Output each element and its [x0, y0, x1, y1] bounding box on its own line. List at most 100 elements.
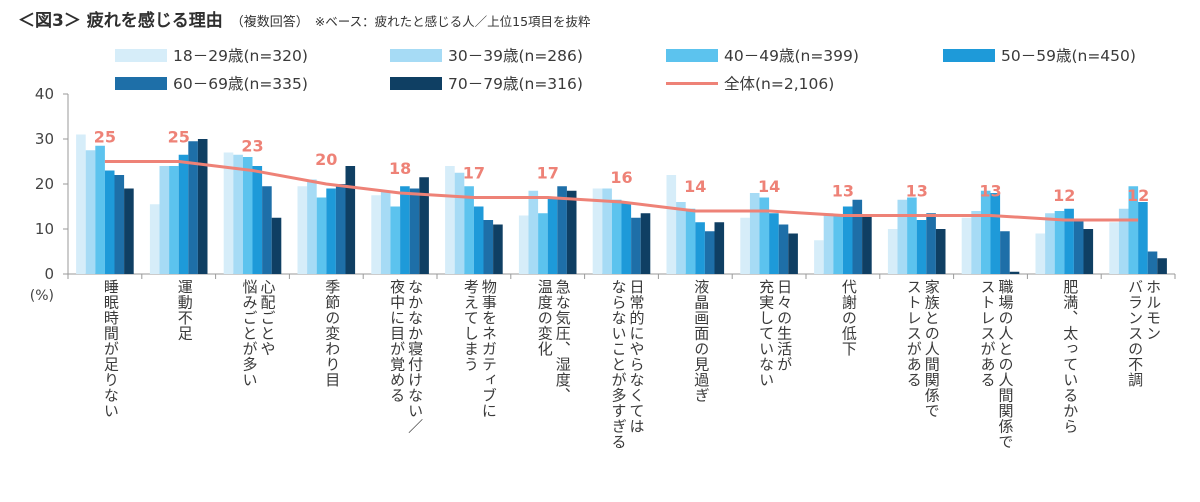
- bar-5: [483, 220, 494, 274]
- bar-5: [1000, 231, 1010, 274]
- x-category-label: 肥満、太っているから: [1061, 279, 1079, 501]
- x-category-label-line: ホルモン: [1144, 279, 1163, 341]
- bar-2: [528, 190, 539, 274]
- bar-6: [640, 213, 651, 274]
- bar-6: [1083, 229, 1094, 274]
- total-data-label: 13: [832, 182, 854, 201]
- bar-6: [493, 224, 503, 274]
- bar-3: [759, 197, 770, 274]
- total-data-label: 12: [1053, 186, 1075, 205]
- bar-4: [990, 193, 1001, 274]
- bar-5: [262, 186, 272, 274]
- x-category-label-line: 日常的にやらなくては: [627, 279, 646, 434]
- total-data-label: 13: [906, 182, 928, 201]
- x-category-label-line: 日々の生活が: [775, 279, 794, 372]
- y-axis-unit: (%): [30, 288, 54, 304]
- total-data-label: 17: [463, 164, 485, 183]
- x-category-label-line: ストレスがある: [978, 279, 997, 388]
- bar-6: [714, 222, 725, 274]
- y-tick-label: 40: [35, 85, 54, 103]
- x-category-label-line: 温度の変化: [535, 279, 554, 357]
- bar-3: [611, 199, 622, 274]
- bar-4: [104, 170, 115, 274]
- bar-2: [897, 199, 908, 274]
- bar-5: [114, 175, 125, 274]
- chart-title: ＜図3＞ 疲れを感じる理由 （複数回答） ※ベース：疲れたと感じる人／上位15項目を…: [18, 6, 591, 31]
- bar-3: [464, 186, 474, 274]
- bar-6: [1157, 258, 1167, 274]
- bar-3: [242, 157, 253, 274]
- bar-3: [95, 145, 105, 274]
- bar-4: [547, 197, 558, 274]
- x-category-label: 職場の人との人間関係で ストレスがある: [979, 279, 1015, 501]
- bar-5: [852, 199, 863, 274]
- bar-4: [400, 186, 410, 274]
- total-data-label: 23: [241, 137, 263, 156]
- y-tick-label: 30: [35, 130, 54, 148]
- bar-1: [740, 217, 750, 274]
- bar-1: [1035, 233, 1046, 274]
- x-category-label-line: 急な気圧、湿度、: [553, 279, 572, 403]
- bar-1: [445, 166, 455, 274]
- bar-4: [1064, 208, 1074, 274]
- x-category-label-line: 悩みごとが多い: [240, 279, 259, 388]
- bar-4: [842, 206, 853, 274]
- y-tick-label: 20: [35, 175, 54, 193]
- bar-2: [749, 193, 760, 274]
- bar-4: [473, 206, 484, 274]
- bar-2: [1045, 213, 1055, 274]
- bar-6: [1009, 271, 1020, 274]
- title-main: ＜図3＞ 疲れを感じる理由: [18, 11, 223, 31]
- x-category-label-line: 睡眠時間が足りない: [101, 279, 120, 419]
- bar-4: [769, 213, 779, 274]
- bar-3: [1128, 186, 1139, 274]
- x-category-label: 物事をネガティブに 考えてしまう: [462, 279, 498, 501]
- bar-3: [169, 166, 179, 274]
- x-category-label-line: 職場の人との人間関係で: [996, 279, 1015, 450]
- total-data-label: 12: [1127, 186, 1149, 205]
- x-category-label: 家族との人間関係で ストレスがある: [905, 279, 941, 501]
- x-category-label-line: 充実していない: [757, 279, 776, 388]
- x-category-label-line: 肥満、太っているから: [1061, 279, 1080, 434]
- bar-2: [454, 172, 465, 274]
- bar-3: [1054, 211, 1065, 274]
- bar-6: [197, 139, 208, 274]
- bar-5: [926, 213, 936, 274]
- bar-4: [695, 222, 705, 274]
- x-category-label-line: バランスの不調: [1126, 279, 1145, 388]
- total-data-label: 25: [168, 128, 190, 147]
- bar-1: [887, 229, 898, 274]
- bar-3: [390, 206, 401, 274]
- bar-1: [223, 152, 234, 274]
- bar-4: [178, 154, 189, 274]
- bar-1: [592, 188, 603, 274]
- bar-6: [788, 233, 798, 274]
- x-category-label: 季節の変わり目: [323, 279, 341, 501]
- bar-2: [602, 188, 612, 274]
- bar-3: [833, 215, 843, 274]
- bar-6: [271, 217, 282, 274]
- x-category-label: 心配ごとや 悩みごとが多い: [241, 279, 277, 501]
- bar-5: [631, 217, 641, 274]
- x-category-label-line: ストレスがある: [904, 279, 923, 388]
- bar-3: [685, 208, 696, 274]
- x-category-label-line: 考えてしまう: [461, 279, 480, 372]
- bar-3: [316, 197, 327, 274]
- y-tick-label: 10: [35, 220, 54, 238]
- x-category-label-line: なかなか寝付けない／: [406, 279, 425, 434]
- bar-1: [371, 195, 381, 274]
- bar-4: [916, 220, 927, 274]
- bar-6: [345, 166, 356, 274]
- bar-5: [1073, 220, 1084, 274]
- total-data-label: 25: [94, 128, 116, 147]
- bar-1: [149, 204, 160, 274]
- total-data-label: 14: [758, 177, 780, 196]
- x-category-label: 運動不足: [176, 279, 194, 501]
- x-category-label: 日々の生活が 充実していない: [757, 279, 793, 501]
- bar-2: [233, 154, 243, 274]
- bar-3: [538, 213, 548, 274]
- title-sub: （複数回答）: [230, 15, 309, 30]
- bar-5: [704, 231, 715, 274]
- bar-6: [935, 229, 946, 274]
